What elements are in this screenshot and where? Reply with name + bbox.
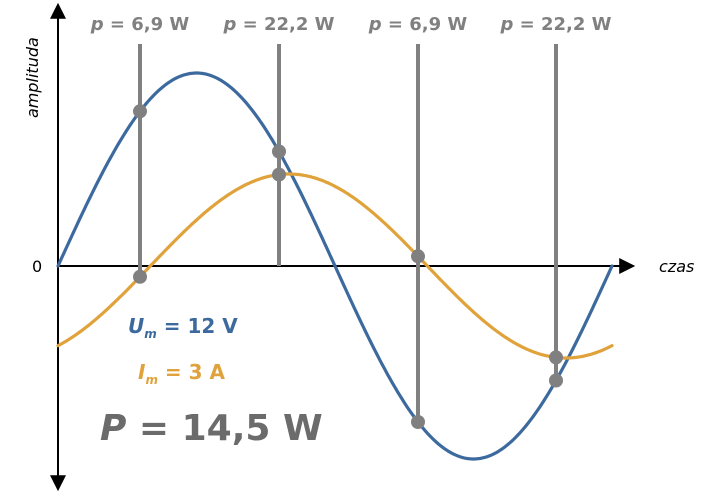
power-label-1: p = 6,9 W bbox=[90, 14, 190, 35]
voltage-curve bbox=[56, 71, 614, 461]
current-point-1 bbox=[133, 269, 147, 284]
voltage-point-2 bbox=[272, 144, 286, 159]
current-point-4 bbox=[549, 350, 563, 365]
average-power-label: P = 14,5 W bbox=[100, 408, 323, 449]
current-curve bbox=[56, 172, 614, 360]
marker-lines bbox=[138, 44, 558, 423]
power-label-2: p = 22,2 W bbox=[222, 14, 334, 35]
voltage-amplitude-label: Um = 12 V bbox=[128, 314, 238, 341]
current-point-2 bbox=[272, 167, 286, 182]
marker-dots bbox=[133, 104, 563, 429]
x-axis-label: czas bbox=[659, 257, 694, 276]
power-labels: p = 6,9 W p = 22,2 W p = 6,9 W p = 22,2 … bbox=[90, 14, 612, 35]
y-axis-label: amplituda bbox=[23, 37, 42, 118]
voltage-point-3 bbox=[411, 415, 425, 429]
power-label-3: p = 6,9 W bbox=[368, 14, 468, 35]
origin-label: 0 bbox=[32, 257, 42, 276]
voltage-point-1 bbox=[133, 104, 147, 119]
current-amplitude-label: Im = 3 A bbox=[138, 360, 226, 387]
power-label-4: p = 22,2 W bbox=[499, 14, 611, 35]
voltage-point-4 bbox=[549, 373, 563, 388]
current-point-3 bbox=[411, 249, 425, 264]
